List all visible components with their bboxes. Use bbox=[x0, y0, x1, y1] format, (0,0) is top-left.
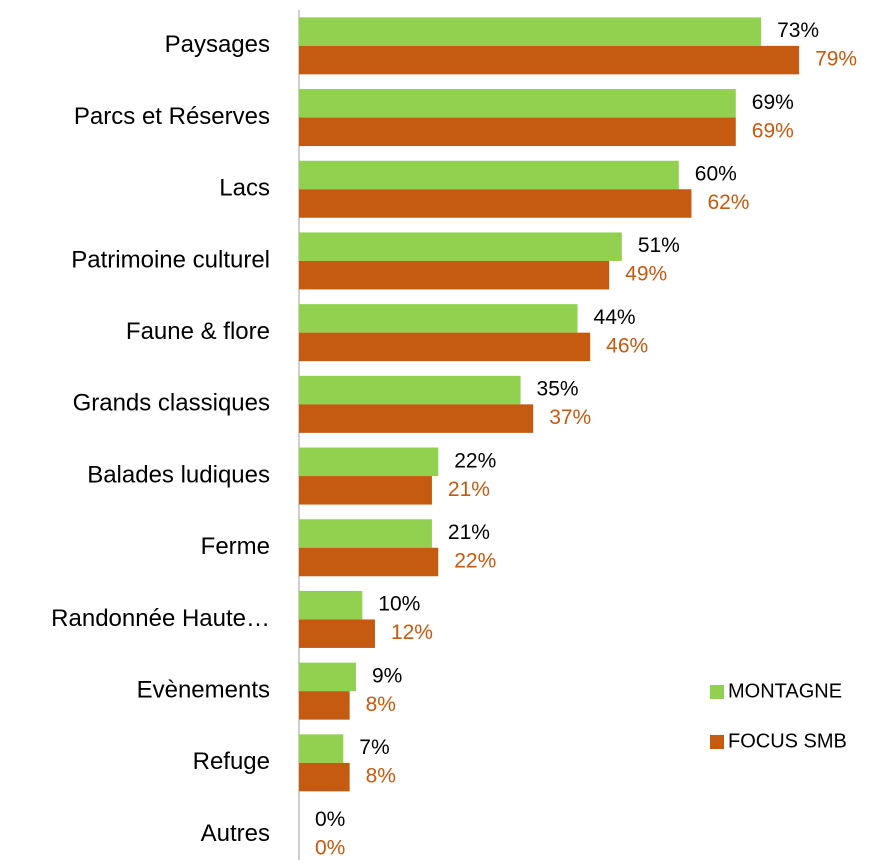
data-label: 35% bbox=[537, 378, 579, 401]
data-label: 79% bbox=[815, 48, 857, 71]
data-label: 44% bbox=[594, 306, 636, 329]
data-label: 69% bbox=[752, 91, 794, 114]
category-label: Ferme bbox=[201, 533, 270, 560]
legend-swatch bbox=[710, 735, 724, 749]
data-label: 37% bbox=[549, 406, 591, 429]
category-label: Faune & flore bbox=[126, 318, 270, 345]
legend-label: MONTAGNE bbox=[728, 680, 842, 702]
category-label: Balades ludiques bbox=[87, 461, 270, 488]
data-label: 51% bbox=[638, 234, 680, 257]
bar bbox=[299, 89, 736, 118]
category-label: Lacs bbox=[219, 175, 270, 202]
bar bbox=[299, 232, 622, 261]
bar bbox=[299, 547, 439, 577]
data-label: 60% bbox=[695, 163, 737, 186]
data-label: 10% bbox=[378, 593, 420, 616]
category-label: Grands classiques bbox=[73, 390, 270, 417]
bar bbox=[299, 404, 534, 433]
category-label: Paysages bbox=[165, 31, 270, 58]
category-label: Randonnée Haute… bbox=[51, 605, 270, 632]
bar bbox=[299, 45, 800, 75]
data-label: 69% bbox=[752, 119, 794, 142]
bar bbox=[299, 590, 363, 620]
bar bbox=[299, 691, 350, 720]
bar bbox=[299, 160, 679, 190]
bar bbox=[299, 619, 375, 648]
bar bbox=[299, 260, 610, 290]
bar bbox=[299, 189, 692, 218]
data-label: 0% bbox=[315, 836, 345, 859]
legend-label: FOCUS SMB bbox=[728, 730, 847, 752]
bar bbox=[299, 734, 344, 763]
bar bbox=[299, 375, 521, 405]
data-label: 62% bbox=[707, 191, 749, 214]
data-label: 7% bbox=[359, 736, 389, 759]
data-label: 22% bbox=[454, 449, 496, 472]
data-label: 8% bbox=[366, 693, 396, 716]
data-label: 8% bbox=[366, 765, 396, 788]
category-label: Patrimoine culturel bbox=[71, 246, 270, 273]
bar bbox=[299, 17, 762, 46]
data-label: 12% bbox=[391, 621, 433, 644]
data-label: 21% bbox=[448, 478, 490, 501]
data-label: 22% bbox=[454, 550, 496, 573]
bar bbox=[299, 117, 736, 147]
bar bbox=[299, 762, 350, 792]
data-label: 73% bbox=[777, 19, 819, 42]
bar bbox=[299, 662, 356, 692]
bar bbox=[299, 476, 432, 505]
data-label: 9% bbox=[372, 664, 402, 687]
bar bbox=[299, 304, 578, 333]
bar bbox=[299, 519, 432, 548]
bar bbox=[299, 447, 439, 477]
category-label: Evènements bbox=[137, 676, 270, 703]
legend-swatch bbox=[710, 685, 724, 699]
category-label: Autres bbox=[201, 820, 270, 847]
category-label: Refuge bbox=[193, 748, 270, 775]
data-label: 0% bbox=[315, 808, 345, 831]
data-label: 49% bbox=[625, 263, 667, 286]
data-label: 46% bbox=[606, 334, 648, 357]
data-label: 21% bbox=[448, 521, 490, 544]
category-label: Parcs et Réserves bbox=[74, 103, 270, 130]
bar bbox=[299, 332, 591, 362]
